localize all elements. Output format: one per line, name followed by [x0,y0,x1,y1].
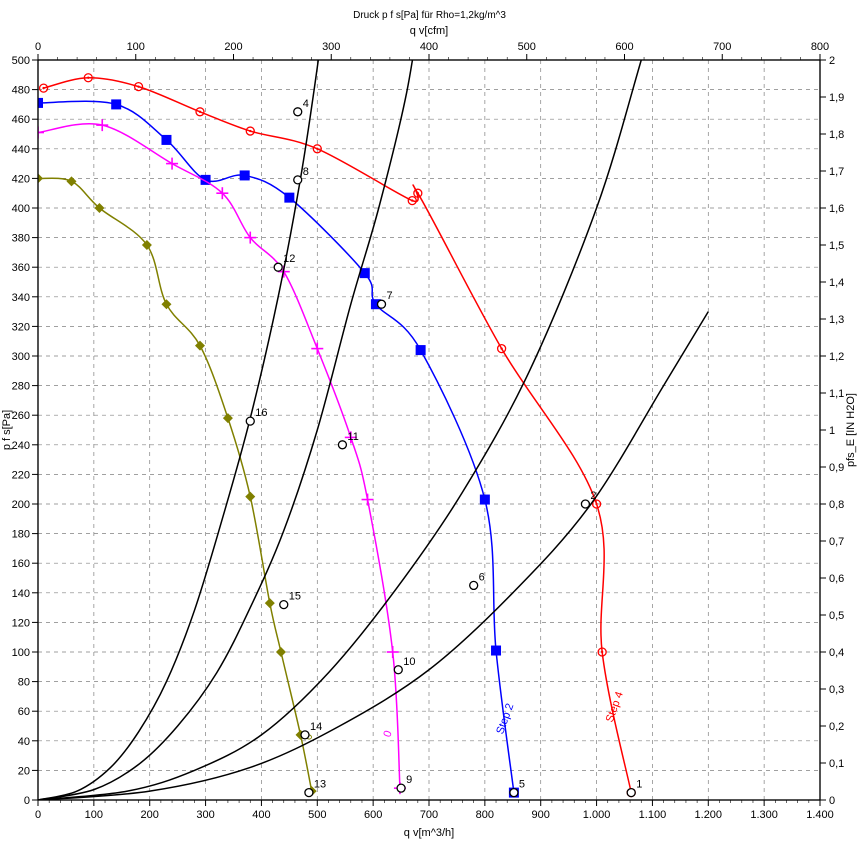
svg-text:9: 9 [406,774,412,786]
svg-text:1,2: 1,2 [829,351,844,363]
svg-text:220: 220 [12,469,30,481]
svg-text:4: 4 [303,98,309,110]
svg-text:380: 380 [12,233,30,245]
svg-text:pfs_E [IN H2O]: pfs_E [IN H2O] [845,393,857,467]
svg-text:900: 900 [532,809,550,821]
svg-text:600: 600 [615,41,633,53]
svg-text:160: 160 [12,558,30,570]
svg-text:0: 0 [35,41,41,53]
svg-text:80: 80 [18,677,30,689]
svg-text:12: 12 [283,253,295,265]
svg-text:0,6: 0,6 [829,573,844,585]
svg-text:200: 200 [141,809,159,821]
svg-text:0: 0 [35,809,41,821]
svg-text:2: 2 [590,490,596,502]
svg-text:Druck p f s[Pa] für Rho=1,2kg/: Druck p f s[Pa] für Rho=1,2kg/m^3 [353,10,506,21]
svg-text:20: 20 [18,765,30,777]
svg-text:0,3: 0,3 [829,684,844,696]
svg-text:10: 10 [403,656,415,668]
svg-text:100: 100 [85,809,103,821]
svg-text:700: 700 [713,41,731,53]
svg-text:1,1: 1,1 [829,388,844,400]
svg-text:1: 1 [829,425,835,437]
svg-text:140: 140 [12,588,30,600]
svg-text:800: 800 [476,809,494,821]
svg-text:400: 400 [420,41,438,53]
svg-text:1,5: 1,5 [829,240,844,252]
svg-text:400: 400 [252,809,270,821]
svg-text:1,3: 1,3 [829,314,844,326]
svg-text:1.000: 1.000 [583,809,611,821]
svg-text:15: 15 [289,591,301,603]
svg-text:200: 200 [12,499,30,511]
svg-text:200: 200 [224,41,242,53]
svg-text:460: 460 [12,114,30,126]
svg-text:240: 240 [12,440,30,452]
svg-text:1,9: 1,9 [829,92,844,104]
svg-text:q v[cfm]: q v[cfm] [410,25,449,37]
svg-text:1,4: 1,4 [829,277,844,289]
svg-text:800: 800 [811,41,829,53]
svg-text:0,7: 0,7 [829,536,844,548]
svg-text:600: 600 [364,809,382,821]
svg-text:1.100: 1.100 [639,809,667,821]
svg-text:p f s[Pa]: p f s[Pa] [1,410,13,450]
svg-text:280: 280 [12,381,30,393]
svg-text:1.300: 1.300 [750,809,778,821]
svg-text:0,2: 0,2 [829,721,844,733]
svg-text:0: 0 [24,795,30,807]
svg-text:300: 300 [12,351,30,363]
svg-text:180: 180 [12,529,30,541]
svg-text:480: 480 [12,85,30,97]
svg-text:16: 16 [255,407,267,419]
svg-text:320: 320 [12,321,30,333]
svg-text:360: 360 [12,262,30,274]
svg-text:0,1: 0,1 [829,758,844,770]
svg-text:500: 500 [308,809,326,821]
svg-text:120: 120 [12,617,30,629]
svg-text:500: 500 [12,55,30,67]
svg-text:7: 7 [387,290,393,302]
svg-text:1.400: 1.400 [806,809,834,821]
svg-text:40: 40 [18,736,30,748]
svg-text:q v[m^3/h]: q v[m^3/h] [404,827,454,839]
svg-text:340: 340 [12,292,30,304]
svg-text:5: 5 [519,779,525,791]
svg-text:14: 14 [310,721,322,733]
svg-text:100: 100 [127,41,145,53]
svg-text:0: 0 [829,795,835,807]
svg-text:300: 300 [196,809,214,821]
svg-text:300: 300 [322,41,340,53]
svg-text:500: 500 [518,41,536,53]
svg-text:1,6: 1,6 [829,203,844,215]
svg-text:11: 11 [347,431,358,443]
svg-text:60: 60 [18,706,30,718]
svg-text:1,8: 1,8 [829,129,844,141]
svg-text:0,4: 0,4 [829,647,844,659]
svg-text:700: 700 [420,809,438,821]
svg-text:1: 1 [636,779,642,791]
svg-text:440: 440 [12,144,30,156]
svg-text:0,9: 0,9 [829,462,844,474]
svg-text:100: 100 [12,647,30,659]
svg-text:2: 2 [829,55,835,67]
svg-text:1.200: 1.200 [695,809,723,821]
svg-text:6: 6 [479,571,485,583]
svg-text:0,8: 0,8 [829,499,844,511]
svg-text:0,5: 0,5 [829,610,844,622]
svg-text:400: 400 [12,203,30,215]
svg-text:13: 13 [314,779,326,791]
svg-text:1,7: 1,7 [829,166,844,178]
svg-text:8: 8 [303,166,309,178]
svg-text:420: 420 [12,173,30,185]
svg-text:260: 260 [12,410,30,422]
